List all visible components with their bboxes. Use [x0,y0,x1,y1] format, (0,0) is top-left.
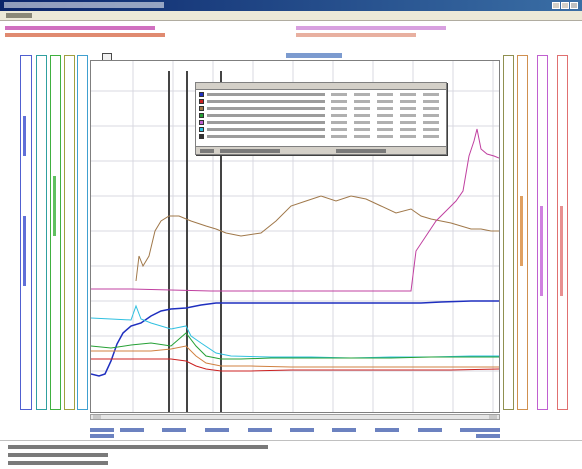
x-tick-label-end [476,428,500,432]
header-line-right-2 [296,33,416,37]
legend-row[interactable] [196,98,446,105]
legend-label [207,135,325,138]
x-tick-label [90,428,114,432]
series-line-green [90,332,499,360]
x-tick-label [290,428,314,432]
y-axis-olive[interactable] [64,55,75,410]
axis-label [540,206,543,296]
status-line [8,461,108,465]
x-tick-label [332,428,356,432]
status-line [8,445,268,449]
title-bar [0,0,582,11]
scroll-right-button[interactable] [489,415,497,419]
legend-header [196,83,446,90]
axis-label [520,196,523,266]
x-tick-label [375,428,399,432]
x-tick-label [418,428,442,432]
header-line-left-1 [5,26,155,30]
legend-row[interactable] [196,133,446,140]
status-line [8,453,108,457]
legend-row[interactable] [196,105,446,112]
y-axis-cyan[interactable] [77,55,88,410]
scroll-left-button[interactable] [93,415,101,419]
x-tick-label-date-end [476,434,500,438]
series-line-magenta [91,128,500,292]
minimize-button[interactable] [552,2,560,9]
y-axis-right-red[interactable] [557,55,568,410]
header-line-left-2 [5,33,165,37]
color-swatch-brown [199,106,204,111]
series-line-red [91,358,500,372]
x-tick-label [162,428,186,432]
time-label [200,149,214,153]
legend-row[interactable] [196,91,446,98]
time-value-2 [336,149,386,153]
menu-bar [0,11,582,21]
time-scrollbar[interactable] [90,414,500,420]
x-tick-label-date [90,434,114,438]
axis-label [560,206,563,296]
axis-label [23,216,26,286]
close-button[interactable] [570,2,578,9]
y-axis-green[interactable] [50,55,61,410]
legend-label [207,107,325,110]
x-tick-label [205,428,229,432]
y-axis-right-orange[interactable] [517,55,528,410]
y-axis-right-purple[interactable] [537,55,548,410]
header-line-right-1 [296,26,446,30]
color-swatch-green [199,113,204,118]
axis-label [53,176,56,236]
axis-label [23,116,26,156]
status-panel [0,440,582,469]
series-line-orange [91,345,499,368]
legend-label [207,93,325,96]
y-axis-teal[interactable] [36,55,47,410]
x-tick-label [248,428,272,432]
legend-label [207,100,325,103]
x-tick-label [460,428,484,432]
legend-label [207,121,325,124]
color-swatch-cyan [199,127,204,132]
color-swatch-red [199,99,204,104]
legend-window[interactable] [195,82,447,155]
series-line-brown [135,195,499,282]
menu-item[interactable] [6,13,32,18]
legend-label [207,128,325,131]
x-tick-label [120,428,144,432]
legend-row[interactable] [196,126,446,133]
y-axis-blue[interactable] [20,55,32,410]
legend-row[interactable] [196,119,446,126]
legend-label [207,114,325,117]
legend-row[interactable] [196,112,446,119]
plot-title [286,53,342,58]
color-swatch-purple [199,120,204,125]
series-line-cyan [90,304,499,359]
legend-time-bar [195,146,447,155]
series-line-blue [90,300,499,377]
color-swatch-dark [199,134,204,139]
y-axis-right-olive[interactable] [503,55,514,410]
window-title [4,2,164,8]
maximize-button[interactable] [561,2,569,9]
color-swatch-blue [199,92,204,97]
time-value [220,149,280,153]
